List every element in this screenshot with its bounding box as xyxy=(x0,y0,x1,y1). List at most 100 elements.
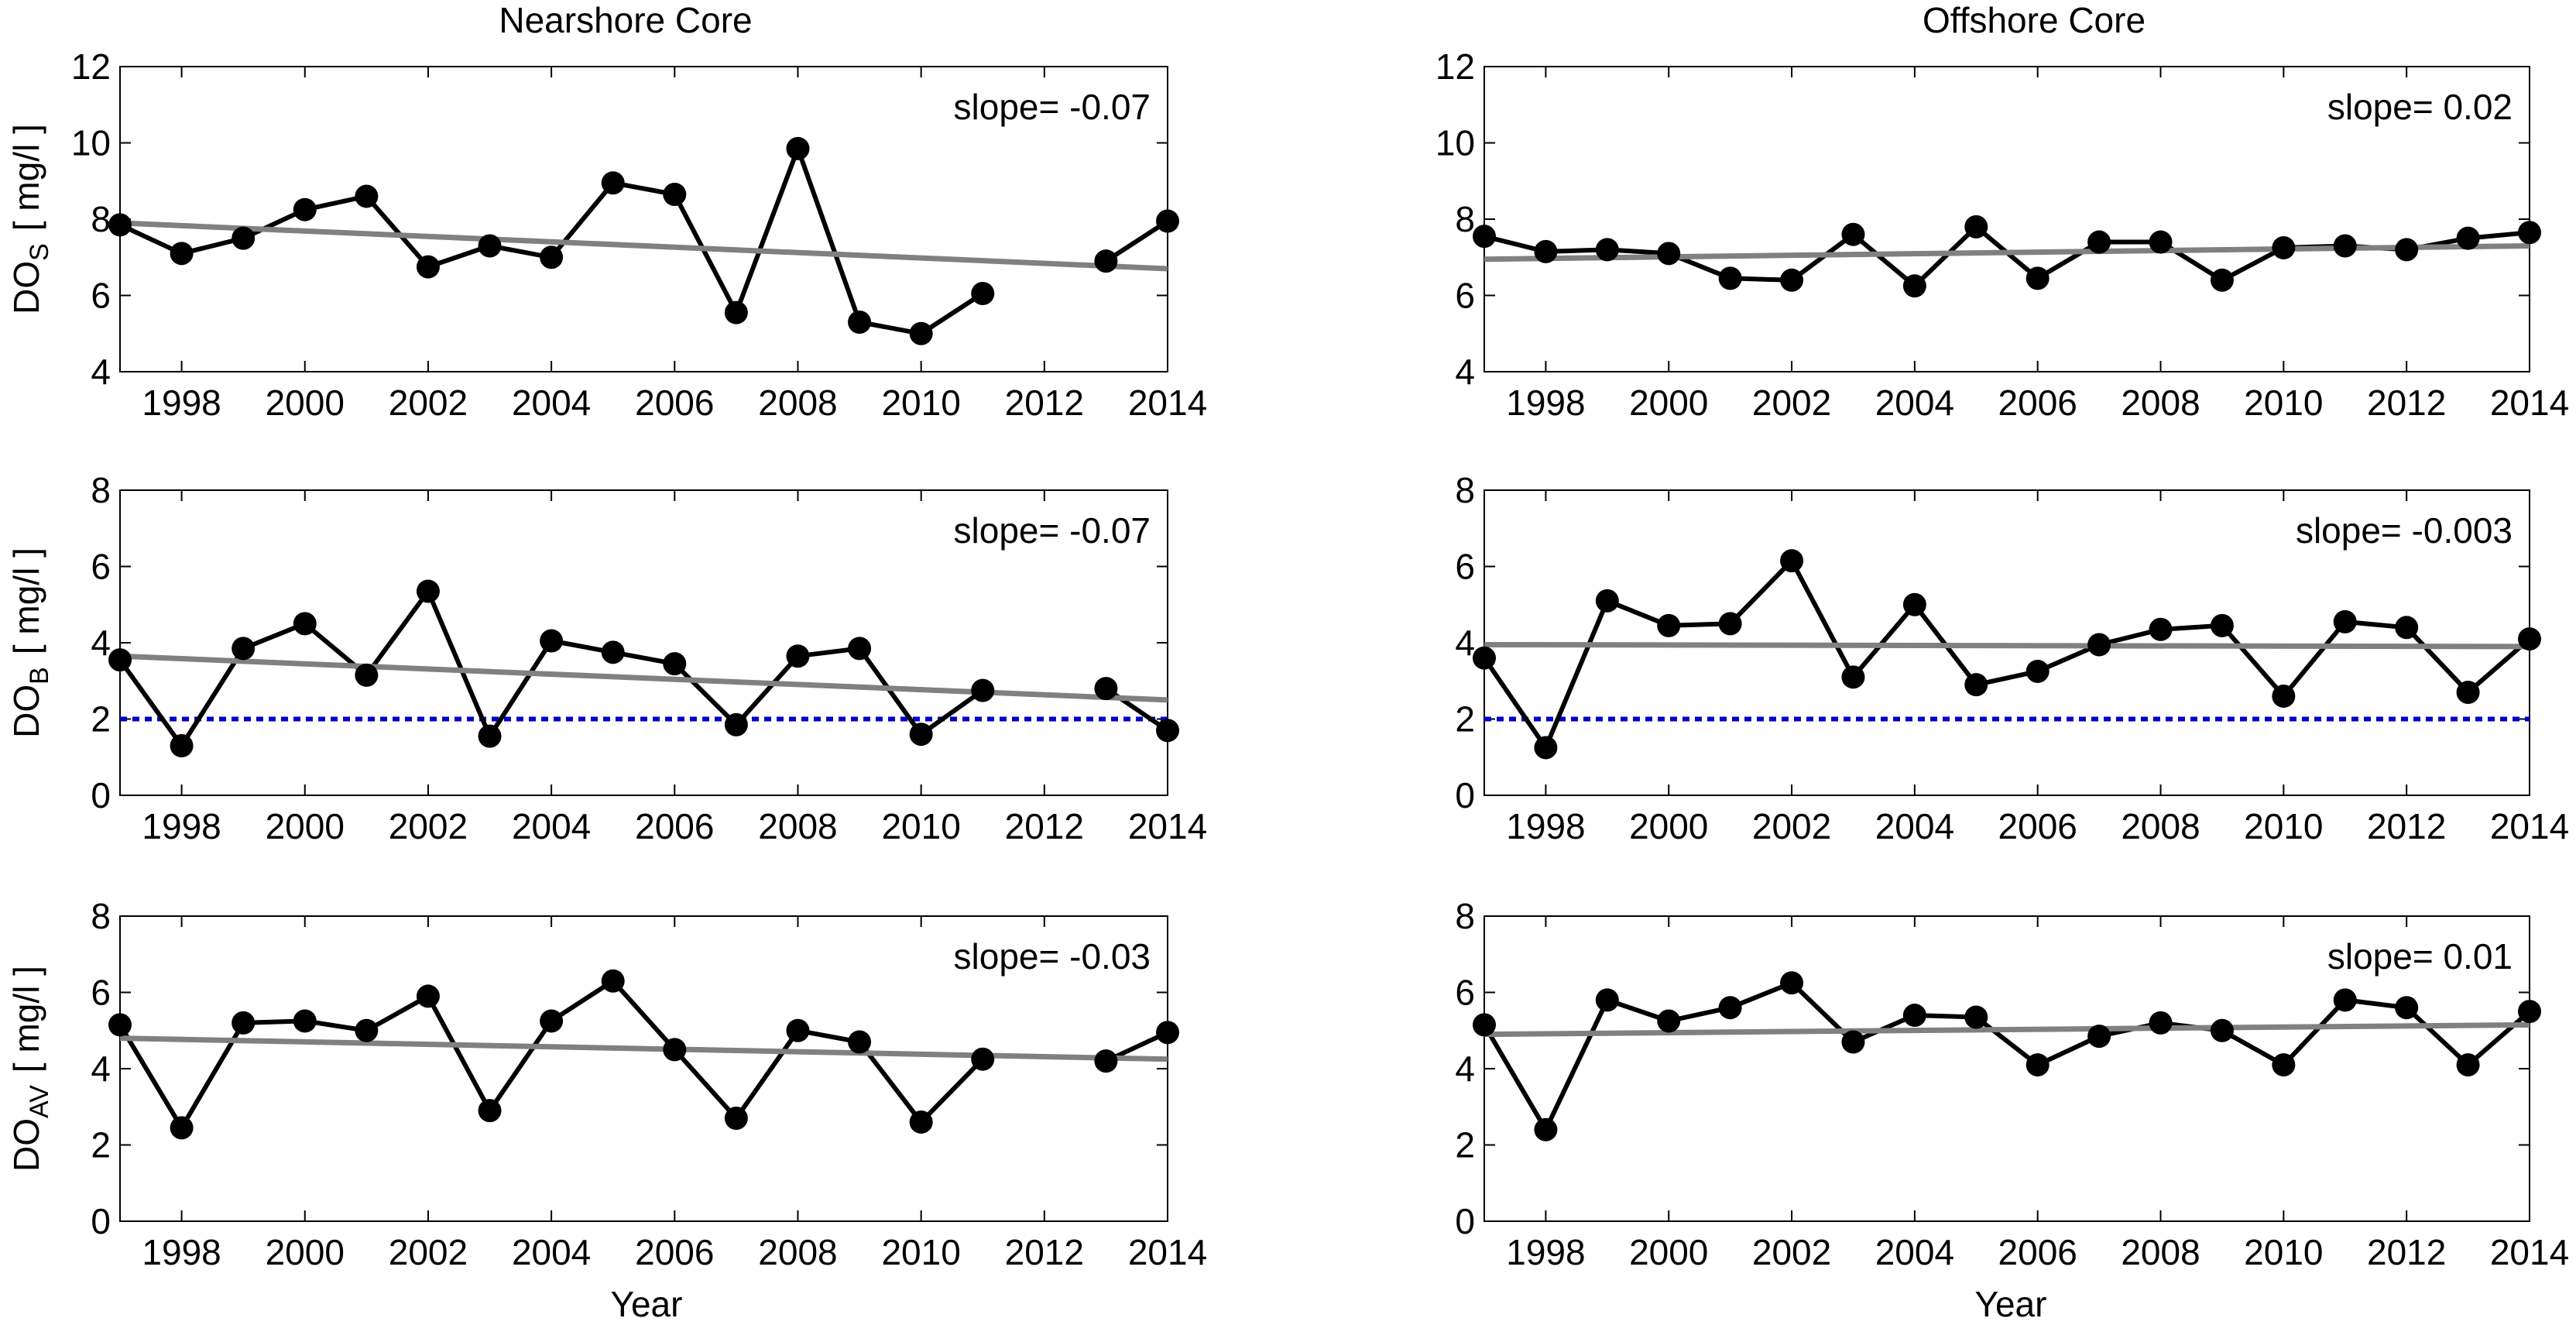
x-tick-label: 1998 xyxy=(1506,1232,1585,1272)
data-point xyxy=(848,637,872,661)
data-point xyxy=(2518,1000,2541,1024)
x-tick-label: 2008 xyxy=(758,383,837,423)
y-tick-label: 0 xyxy=(91,775,111,815)
column-title-nearshore: Nearshore Core xyxy=(499,0,752,40)
data-point xyxy=(1964,673,1988,697)
data-point xyxy=(1718,612,1742,636)
data-point xyxy=(2087,1025,2111,1049)
data-point xyxy=(724,1107,748,1131)
x-tick-label: 2004 xyxy=(1875,1232,1954,1272)
data-point xyxy=(1841,1030,1865,1054)
x-tick-label: 2014 xyxy=(1128,1232,1207,1272)
data-point xyxy=(2025,659,2049,683)
y-tick-label: 2 xyxy=(1455,699,1475,740)
data-point xyxy=(724,300,748,324)
data-point xyxy=(663,182,687,206)
data-point xyxy=(1094,677,1118,701)
data-point xyxy=(416,255,440,279)
data-point xyxy=(601,171,625,195)
data-point xyxy=(1964,1005,1988,1029)
data-point xyxy=(2210,1018,2234,1042)
x-tick-label: 2010 xyxy=(881,1232,960,1272)
data-point xyxy=(2149,230,2173,254)
y-tick-label: 2 xyxy=(1455,1125,1475,1165)
data-point xyxy=(416,984,440,1008)
y-tick-label: 10 xyxy=(1435,123,1475,163)
x-tick-label: 2006 xyxy=(635,383,714,423)
data-point xyxy=(1156,1021,1179,1045)
data-point xyxy=(601,640,625,664)
data-point xyxy=(1780,268,1804,292)
data-point xyxy=(1657,1009,1681,1033)
data-point xyxy=(2272,235,2296,259)
y-tick-label: 0 xyxy=(1455,775,1475,815)
data-point xyxy=(1964,215,1988,239)
y-axis-label-units: [ mg/l ] xyxy=(6,548,46,654)
data-point xyxy=(170,1116,194,1140)
data-point xyxy=(232,637,256,661)
y-tick-label: 4 xyxy=(1455,623,1475,663)
data-point xyxy=(293,612,317,636)
y-tick-label: 4 xyxy=(1455,352,1475,392)
data-point xyxy=(1657,613,1681,637)
data-point xyxy=(786,1018,810,1042)
x-tick-label: 2012 xyxy=(2367,806,2446,846)
data-point xyxy=(232,226,256,250)
data-point xyxy=(1534,736,1558,760)
x-tick-label: 1998 xyxy=(142,383,221,423)
x-tick-label: 2012 xyxy=(1005,806,1084,846)
x-tick-label: 2000 xyxy=(266,806,345,846)
trend-line xyxy=(119,220,1168,272)
data-point xyxy=(663,1038,687,1062)
x-tick-label: 2008 xyxy=(2121,383,2200,423)
data-point xyxy=(540,245,564,269)
data-point xyxy=(2149,617,2173,641)
y-tick-label: 6 xyxy=(1455,276,1475,316)
data-point xyxy=(2025,1053,2049,1077)
data-point xyxy=(1902,274,1926,298)
data-point xyxy=(2333,609,2357,633)
x-tick-label: 2014 xyxy=(2490,383,2569,423)
y-axis-label-subscript: AV xyxy=(25,1085,54,1118)
data-line xyxy=(1104,218,1169,263)
y-tick-label: 10 xyxy=(71,123,111,163)
data-point xyxy=(1094,249,1118,273)
x-tick-label: 2000 xyxy=(1629,806,1708,846)
data-point xyxy=(355,184,379,208)
data-point xyxy=(601,969,625,993)
data-point xyxy=(1657,242,1681,266)
y-tick-label: 8 xyxy=(1455,199,1475,239)
y-tick-label: 6 xyxy=(91,276,111,316)
data-point xyxy=(540,1009,564,1033)
data-point xyxy=(848,1030,872,1054)
x-tick-label: 2008 xyxy=(2121,1232,2200,1272)
data-point xyxy=(478,724,502,748)
data-point xyxy=(2272,1053,2296,1077)
x-tick-label: 2004 xyxy=(512,1232,591,1272)
y-tick-label: 12 xyxy=(71,46,111,87)
y-axis-label-subscript: S xyxy=(25,243,54,261)
panels: 1998 2000 2002 2004 2006 2008 2010 2012 20144681… xyxy=(6,46,2569,1272)
x-tick-label: 2002 xyxy=(1752,383,1831,423)
trend-line xyxy=(119,1035,1168,1062)
data-point xyxy=(2518,627,2541,651)
slope-annotation: slope= -0.07 xyxy=(954,87,1151,127)
y-tick-label: 2 xyxy=(91,1125,111,1165)
y-tick-label: 8 xyxy=(1455,470,1475,510)
data-point xyxy=(848,310,872,334)
y-tick-label: 8 xyxy=(91,470,111,510)
slope-annotation: slope= 0.02 xyxy=(2327,87,2513,127)
x-tick-label: 1998 xyxy=(1506,806,1585,846)
x-tick-label: 2012 xyxy=(1005,383,1084,423)
x-tick-label: 1998 xyxy=(142,806,221,846)
data-point xyxy=(1595,988,1619,1012)
y-tick-label: 12 xyxy=(1435,46,1475,87)
data-point xyxy=(478,234,502,258)
panel-off-dob: 1998 2000 2002 2004 2006 2008 2010 2012 2014 0 2 4 6… xyxy=(1455,470,2569,846)
x-tick-label: 2006 xyxy=(1998,1232,2077,1272)
trend-line xyxy=(1484,1021,2530,1038)
data-point xyxy=(293,1009,317,1033)
x-tick-label: 2014 xyxy=(1128,806,1207,846)
x-tick-label: 2000 xyxy=(266,1232,345,1272)
